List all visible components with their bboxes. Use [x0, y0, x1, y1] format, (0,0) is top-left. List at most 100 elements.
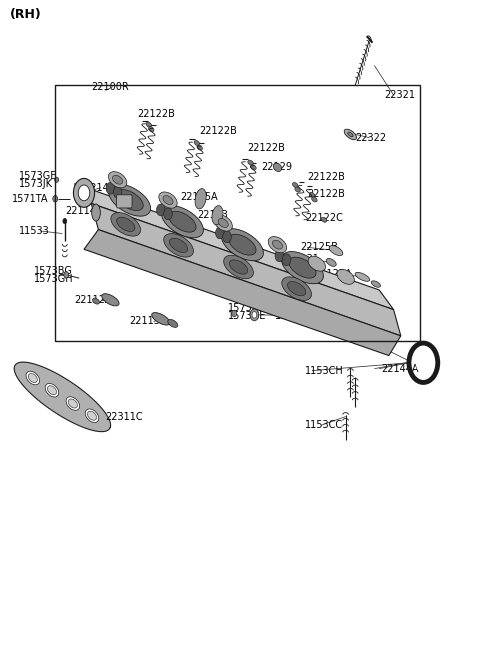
Circle shape — [252, 312, 257, 318]
Ellipse shape — [289, 257, 316, 278]
Text: 22100R: 22100R — [91, 81, 129, 92]
Ellipse shape — [212, 205, 223, 225]
Text: 22122B: 22122B — [199, 126, 237, 136]
Ellipse shape — [148, 127, 154, 132]
Ellipse shape — [68, 399, 77, 408]
Circle shape — [106, 182, 115, 194]
Circle shape — [64, 272, 69, 278]
Text: 1573GH: 1573GH — [34, 274, 73, 284]
Text: 22113A: 22113A — [130, 316, 167, 327]
Ellipse shape — [273, 163, 282, 171]
Text: 22122B: 22122B — [307, 172, 345, 182]
Ellipse shape — [85, 409, 99, 422]
Ellipse shape — [251, 165, 256, 170]
Ellipse shape — [295, 187, 300, 192]
Circle shape — [53, 195, 58, 202]
Ellipse shape — [112, 175, 123, 184]
Text: 1573GE: 1573GE — [19, 171, 58, 181]
Ellipse shape — [197, 145, 203, 150]
Ellipse shape — [194, 140, 200, 146]
Ellipse shape — [281, 251, 324, 284]
Text: 22115A: 22115A — [180, 192, 217, 202]
Circle shape — [282, 254, 291, 266]
Ellipse shape — [26, 371, 39, 385]
Circle shape — [78, 185, 90, 201]
Text: 22322: 22322 — [355, 133, 386, 143]
Ellipse shape — [221, 228, 264, 261]
Ellipse shape — [102, 294, 119, 306]
Circle shape — [223, 231, 231, 243]
Text: 22122B: 22122B — [247, 142, 285, 153]
Circle shape — [216, 227, 224, 239]
Text: 22133: 22133 — [197, 209, 228, 220]
Text: 22135: 22135 — [103, 198, 134, 209]
Circle shape — [156, 204, 165, 216]
Text: 22144A: 22144A — [382, 363, 419, 374]
Ellipse shape — [292, 182, 298, 188]
Ellipse shape — [108, 184, 151, 216]
Ellipse shape — [108, 172, 127, 188]
Ellipse shape — [117, 217, 135, 232]
Text: 22129: 22129 — [262, 162, 293, 173]
Text: 22131: 22131 — [288, 254, 319, 264]
Ellipse shape — [272, 240, 283, 249]
Text: 22125B: 22125B — [300, 242, 338, 253]
Ellipse shape — [111, 213, 141, 236]
Text: 1573GE: 1573GE — [228, 310, 266, 321]
Text: 22122B: 22122B — [137, 109, 175, 119]
Circle shape — [63, 218, 67, 224]
Text: 22114A: 22114A — [65, 206, 102, 216]
Ellipse shape — [312, 197, 317, 202]
Text: 22311C: 22311C — [106, 411, 143, 422]
Text: 1573BG: 1573BG — [34, 266, 72, 276]
Ellipse shape — [337, 270, 354, 284]
Text: (RH): (RH) — [10, 8, 41, 21]
Ellipse shape — [161, 205, 204, 238]
Ellipse shape — [214, 215, 232, 231]
Ellipse shape — [224, 255, 253, 279]
Ellipse shape — [329, 245, 343, 256]
Ellipse shape — [282, 277, 312, 300]
Ellipse shape — [371, 281, 381, 287]
Ellipse shape — [92, 204, 100, 221]
Polygon shape — [14, 362, 110, 432]
Ellipse shape — [218, 218, 228, 228]
Ellipse shape — [344, 129, 357, 140]
Text: 1153CC: 1153CC — [305, 420, 343, 430]
Ellipse shape — [159, 192, 177, 208]
Ellipse shape — [116, 190, 143, 211]
Ellipse shape — [152, 313, 170, 325]
Ellipse shape — [355, 272, 370, 281]
Text: 22321: 22321 — [384, 90, 415, 100]
Text: 22122C: 22122C — [305, 213, 343, 223]
Polygon shape — [84, 230, 401, 356]
Ellipse shape — [28, 373, 37, 382]
Ellipse shape — [48, 386, 57, 395]
Ellipse shape — [288, 281, 306, 296]
Circle shape — [73, 178, 95, 207]
Text: 22112A: 22112A — [74, 295, 112, 305]
Text: 22122B: 22122B — [307, 188, 345, 199]
Text: 1153CH: 1153CH — [305, 365, 344, 376]
Ellipse shape — [321, 217, 327, 222]
Text: 1573JK: 1573JK — [19, 178, 53, 189]
Ellipse shape — [45, 384, 59, 397]
Polygon shape — [74, 184, 394, 310]
Bar — [55, 85, 420, 341]
Ellipse shape — [268, 237, 287, 253]
Ellipse shape — [248, 160, 253, 165]
Text: 22144: 22144 — [84, 182, 115, 193]
Text: 1571TA: 1571TA — [12, 194, 48, 204]
Text: 1573JK: 1573JK — [228, 302, 262, 313]
Text: 22125A: 22125A — [314, 268, 352, 279]
Ellipse shape — [87, 411, 96, 420]
Ellipse shape — [146, 122, 152, 127]
Text: 1571TA: 1571TA — [275, 310, 311, 321]
Circle shape — [275, 250, 284, 262]
Ellipse shape — [309, 192, 315, 197]
FancyBboxPatch shape — [117, 195, 132, 208]
Ellipse shape — [308, 256, 325, 271]
Polygon shape — [91, 203, 401, 336]
Circle shape — [164, 208, 172, 220]
Ellipse shape — [169, 211, 196, 232]
